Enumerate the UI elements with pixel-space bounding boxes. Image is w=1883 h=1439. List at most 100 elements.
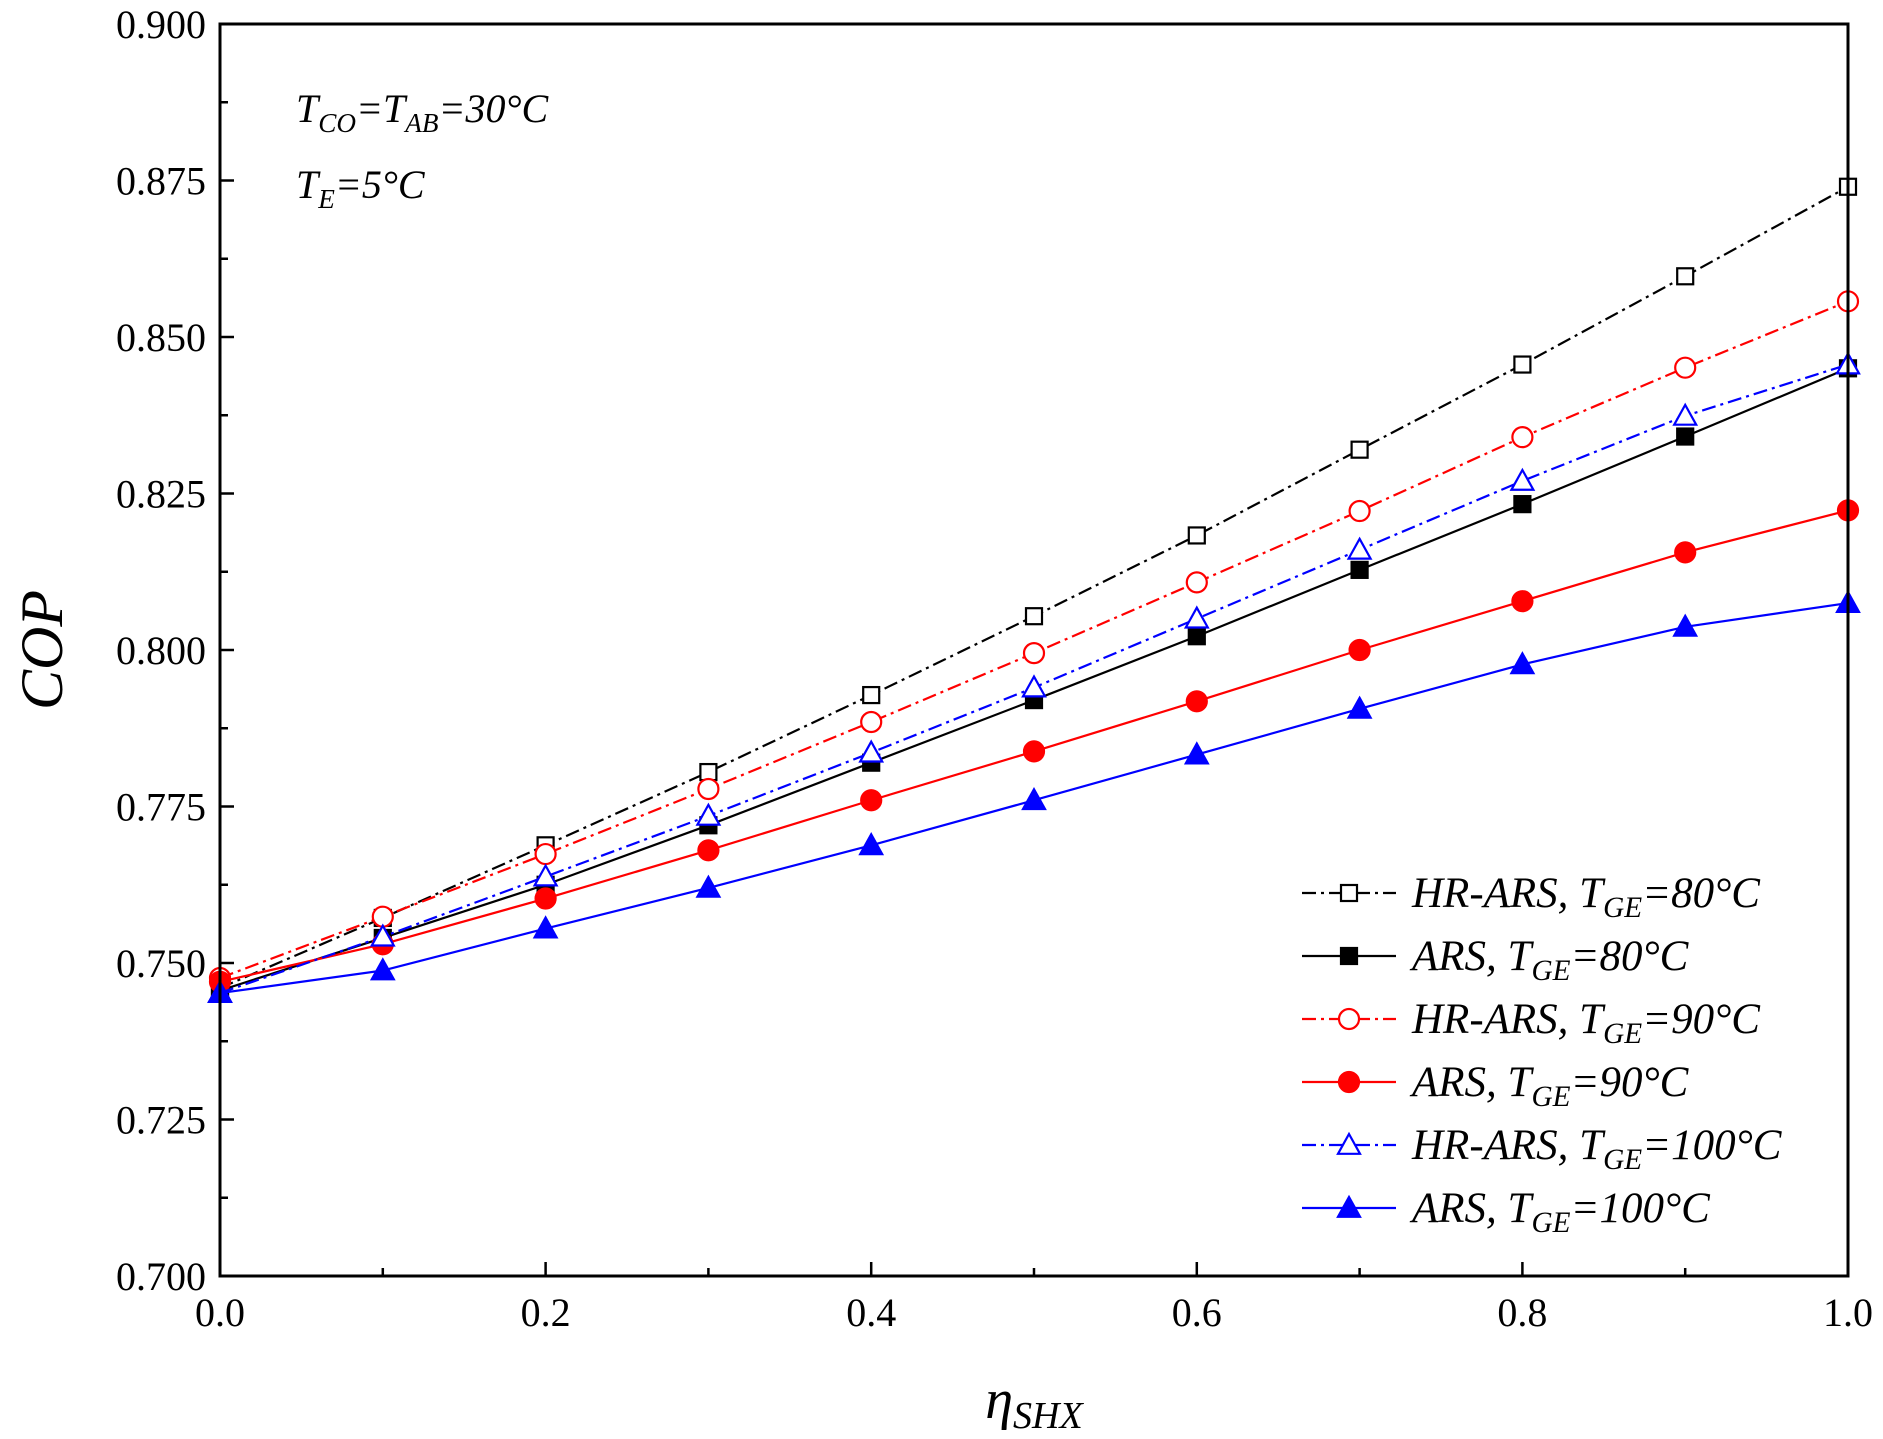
legend-marker: [1339, 883, 1359, 903]
legend-label: ARS, TGE=90°C: [1409, 1059, 1690, 1113]
data-point: [697, 777, 720, 801]
y-tick-label: 0.900: [116, 2, 206, 47]
data-point: [1513, 495, 1532, 514]
legend-marker: [1336, 1194, 1362, 1218]
data-point: [699, 762, 718, 782]
data-point: [1021, 786, 1047, 811]
series-0: [210, 177, 1858, 998]
legend-label: ARS, TGE=100°C: [1409, 1185, 1711, 1239]
annotation-subscript: CO: [318, 108, 356, 138]
annotation-text: TE=5°C: [296, 162, 426, 214]
data-point: [534, 842, 557, 866]
data-point: [1187, 526, 1206, 545]
legend-label: HR-ARS, TGE=100°C: [1411, 1122, 1783, 1176]
series-2: [208, 290, 1860, 990]
legend-label-suffix: =90°C: [1570, 1059, 1689, 1106]
y-tick-label: 0.825: [116, 472, 206, 517]
x-axis-title-sub: SHX: [1013, 1395, 1085, 1437]
annotation-part: =30°C: [439, 86, 550, 131]
x-tick-label: 0.2: [521, 1290, 571, 1335]
legend-label-prefix: HR-ARS, T: [1411, 870, 1606, 917]
x-tick-label: 1.0: [1823, 1290, 1873, 1335]
legend-item: ARS, TGE=100°C: [1302, 1185, 1711, 1239]
data-point: [369, 923, 396, 947]
data-point: [1511, 426, 1534, 449]
y-tick-label: 0.775: [116, 785, 206, 830]
series-5: [207, 589, 1861, 1003]
data-point: [695, 874, 722, 898]
x-axis-title-main: η: [985, 1369, 1013, 1431]
data-point: [1183, 605, 1210, 629]
data-point: [697, 839, 720, 862]
annotations: TCO=TAB=30°CTE=5°C: [296, 86, 549, 214]
data-point: [1676, 427, 1695, 446]
legend-label-prefix: ARS, T: [1409, 933, 1535, 980]
data-point: [1022, 642, 1046, 665]
legend-item: HR-ARS, TGE=100°C: [1302, 1122, 1783, 1176]
data-point: [1513, 355, 1532, 374]
data-point: [1021, 674, 1047, 698]
data-point: [860, 710, 883, 734]
plot-area: [207, 177, 1861, 1003]
series-4: [207, 351, 1861, 1003]
legend-item: HR-ARS, TGE=80°C: [1302, 870, 1761, 924]
x-axis-title: ηSHX: [985, 1369, 1084, 1437]
data-point: [862, 685, 881, 705]
data-point: [1509, 467, 1536, 491]
y-tick-label: 0.875: [116, 159, 206, 204]
data-point: [1183, 741, 1210, 765]
y-tick-label: 0.750: [116, 941, 206, 986]
data-point: [1672, 402, 1699, 426]
data-point: [858, 739, 885, 763]
legend-label-prefix: ARS, T: [1409, 1059, 1535, 1106]
data-point: [532, 915, 559, 939]
data-point: [1024, 607, 1044, 626]
data-point: [860, 789, 883, 812]
data-point: [1187, 627, 1206, 646]
annotation-part: =T: [356, 86, 408, 131]
legend-label-sub: GE: [1603, 892, 1642, 924]
y-tick-label: 0.725: [116, 1098, 206, 1143]
y-tick-label: 0.700: [116, 1254, 206, 1299]
data-point: [1185, 571, 1208, 594]
legend-label-suffix: =80°C: [1570, 933, 1689, 980]
data-point: [532, 863, 559, 887]
annotation-subscript: E: [317, 184, 335, 214]
data-point: [1346, 536, 1373, 560]
data-point: [1350, 440, 1369, 459]
data-point: [1674, 541, 1697, 564]
legend-label-sub: GE: [1603, 1018, 1642, 1050]
data-point: [534, 887, 557, 910]
legend-label-sub: GE: [1531, 1207, 1570, 1239]
legend-label-prefix: ARS, T: [1409, 1185, 1535, 1232]
legend-label-sub: GE: [1603, 1144, 1642, 1176]
legend-marker: [1337, 1070, 1361, 1094]
data-point: [1348, 638, 1371, 662]
data-point: [1672, 613, 1699, 637]
legend-label: HR-ARS, TGE=90°C: [1411, 996, 1761, 1050]
data-point: [695, 802, 722, 826]
legend-marker: [1339, 946, 1359, 966]
data-point: [369, 957, 396, 981]
axes: 0.0 0.2 0.4 0.6 0.8 1.0 0.700 0.725 0.750 0.775 0.…: [9, 2, 1873, 1437]
legend-item: ARS, TGE=90°C: [1302, 1059, 1690, 1113]
legend-marker: [1337, 1007, 1361, 1031]
y-tick-label: 0.800: [116, 628, 206, 673]
x-tick-label: 0.4: [846, 1290, 896, 1335]
data-point: [1511, 590, 1534, 613]
legend-label-suffix: =80°C: [1642, 870, 1761, 917]
x-tick-label: 0.8: [1497, 1290, 1547, 1335]
legend-label-sub: GE: [1531, 955, 1570, 987]
legend-label: ARS, TGE=80°C: [1409, 933, 1690, 987]
data-point: [858, 832, 885, 856]
data-point: [1509, 651, 1536, 675]
series-3: [208, 499, 1860, 993]
y-tick-label: 0.850: [116, 315, 206, 360]
data-point: [1676, 267, 1695, 286]
legend-label-prefix: HR-ARS, T: [1411, 1122, 1606, 1169]
annotation-subscript: AB: [403, 108, 439, 138]
legend-label-sub: GE: [1531, 1081, 1570, 1113]
data-point: [1185, 690, 1208, 713]
